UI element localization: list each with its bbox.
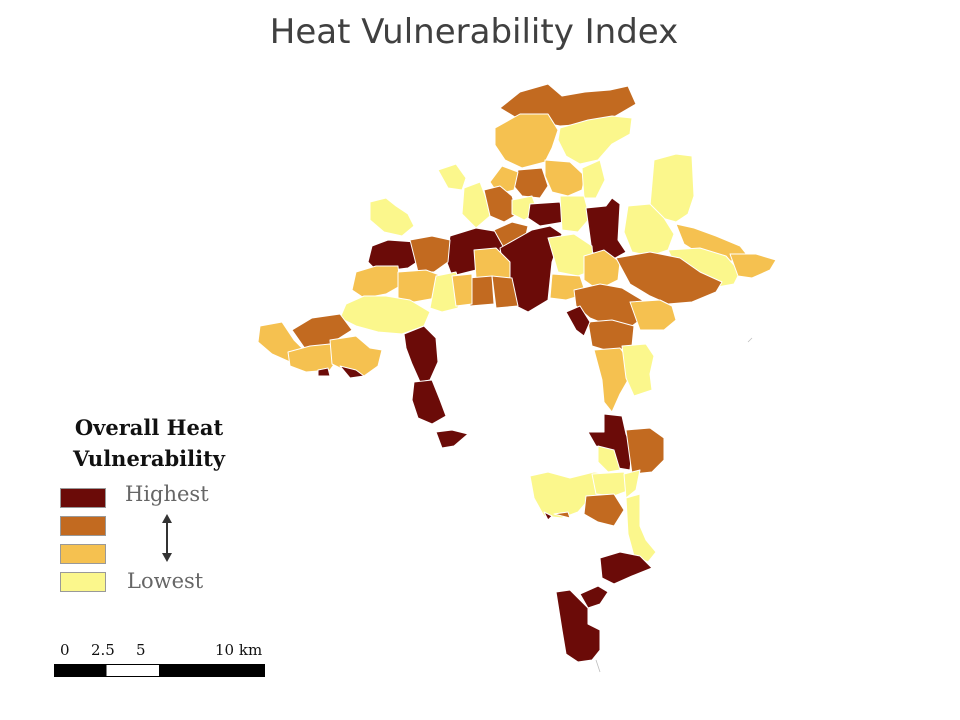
double-arrow-icon bbox=[162, 514, 172, 562]
map-region bbox=[491, 275, 519, 309]
map-region bbox=[437, 163, 467, 191]
map-region bbox=[559, 195, 591, 233]
map-region bbox=[544, 159, 586, 197]
map-region bbox=[555, 589, 601, 663]
map-region bbox=[527, 201, 565, 227]
map-region bbox=[623, 469, 641, 499]
map-region bbox=[461, 181, 491, 229]
map-region bbox=[599, 551, 653, 585]
map-region bbox=[339, 365, 365, 379]
map-region bbox=[494, 113, 559, 169]
map-outline bbox=[595, 337, 753, 673]
map-region bbox=[579, 585, 609, 609]
map-region bbox=[581, 159, 606, 199]
map-region bbox=[615, 251, 723, 305]
legend-swatch-lowest bbox=[60, 572, 106, 592]
map-region bbox=[451, 273, 473, 307]
scale-tick-label: 10 km bbox=[215, 641, 263, 659]
map-region bbox=[411, 379, 447, 425]
map-region bbox=[369, 197, 415, 237]
map-region bbox=[621, 343, 655, 397]
map-region bbox=[435, 429, 469, 449]
map-region bbox=[367, 239, 421, 271]
scale-tick-label: 0 bbox=[60, 641, 70, 659]
map-region bbox=[317, 367, 331, 377]
map-region bbox=[583, 249, 621, 291]
map-regions bbox=[257, 83, 777, 663]
map-region bbox=[403, 325, 439, 383]
map-region bbox=[565, 305, 591, 337]
map-region bbox=[597, 445, 621, 473]
scale-tick-label: 5 bbox=[136, 641, 146, 659]
map-region bbox=[625, 493, 657, 563]
map-region bbox=[329, 335, 383, 377]
map-region bbox=[557, 115, 633, 165]
map-title: Heat Vulnerability Index bbox=[269, 12, 679, 52]
map-region bbox=[583, 493, 625, 527]
map-region bbox=[591, 471, 631, 497]
map-region bbox=[543, 511, 553, 521]
legend-title: Overall Heat Vulnerability bbox=[72, 415, 225, 471]
scale-tick-label: 2.5 bbox=[91, 641, 115, 659]
map-region bbox=[351, 265, 401, 299]
map-region bbox=[409, 235, 451, 273]
legend-swatch-low bbox=[60, 544, 106, 564]
scale-bar bbox=[54, 664, 265, 677]
legend-label-highest: Highest bbox=[125, 482, 209, 506]
map-region bbox=[729, 253, 777, 279]
map-region bbox=[625, 427, 665, 475]
map-region bbox=[553, 511, 571, 519]
legend-swatch-highest bbox=[60, 488, 106, 508]
legend-swatch-high bbox=[60, 516, 106, 536]
legend-label-lowest: Lowest bbox=[127, 569, 204, 593]
map-region bbox=[629, 299, 677, 331]
